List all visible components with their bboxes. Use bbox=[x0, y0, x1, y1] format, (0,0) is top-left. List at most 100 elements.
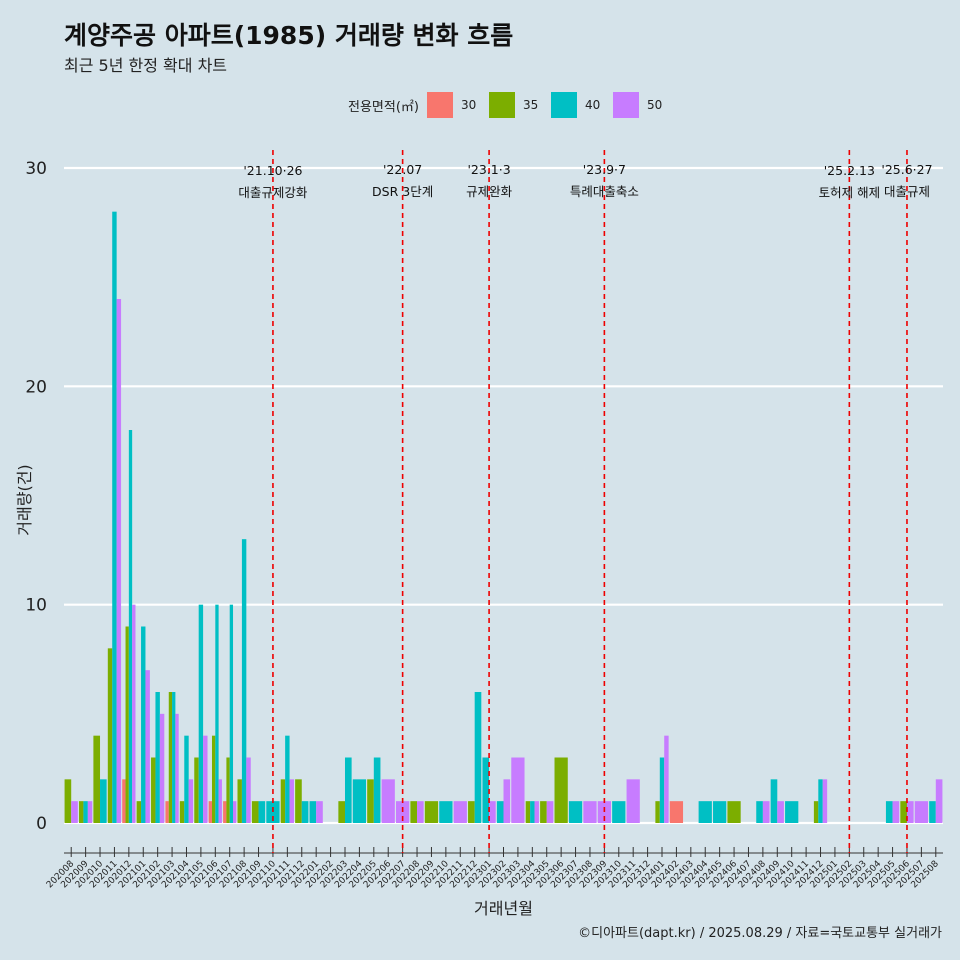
y-axis-title: 거래량(건) bbox=[15, 464, 34, 535]
bar-202305-35 bbox=[540, 801, 547, 823]
bar-202106-30 bbox=[208, 801, 212, 823]
bar-202111-35 bbox=[280, 779, 286, 823]
bar-202212-40 bbox=[474, 692, 482, 823]
legend: 전용면적(㎡) 30 35 40 50 bbox=[348, 92, 675, 118]
legend-item-30: 30 bbox=[426, 92, 483, 118]
bar-202107-40 bbox=[229, 604, 234, 823]
bar-202111-40 bbox=[285, 735, 290, 823]
event-name-label: DSR 3단계 bbox=[372, 184, 433, 199]
bar-202106-40 bbox=[215, 604, 219, 823]
y-tick-label: 10 bbox=[25, 596, 47, 616]
bar-202205-35 bbox=[367, 779, 374, 823]
bar-202302-40 bbox=[496, 801, 504, 823]
legend-swatch-35 bbox=[488, 92, 515, 118]
legend-swatch-40 bbox=[550, 92, 577, 118]
bar-202010-40 bbox=[100, 779, 107, 823]
bar-202108-40 bbox=[241, 539, 247, 823]
bar-202206-50 bbox=[381, 779, 395, 823]
bar-202107-50 bbox=[233, 801, 237, 823]
bar-202104-40 bbox=[184, 735, 189, 823]
event-date-label: '22.07 bbox=[383, 162, 422, 177]
chart-caption: ©디아파트(dapt.kr) / 2025.08.29 / 자료=국토교통부 실… bbox=[578, 926, 942, 941]
legend-item-35: 35 bbox=[488, 92, 545, 118]
event-name-label: 대출규제강화 bbox=[238, 185, 308, 200]
legend-label-50: 50 bbox=[646, 98, 663, 112]
bar-202402-30 bbox=[669, 801, 684, 823]
bar-202203-35 bbox=[338, 801, 345, 823]
bar-202201-40 bbox=[309, 801, 317, 823]
bar-202208-35 bbox=[410, 801, 418, 823]
event-date-label: '23.1·3 bbox=[467, 162, 510, 177]
legend-label-40: 40 bbox=[584, 98, 601, 112]
bar-202106-35 bbox=[211, 735, 216, 823]
legend-item-50: 50 bbox=[612, 92, 669, 118]
bar-202311-50 bbox=[626, 779, 640, 823]
bar-202507-50 bbox=[914, 801, 929, 823]
event-date-label: '25.2.13 bbox=[824, 163, 875, 178]
bar-202105-40 bbox=[198, 604, 204, 823]
bar-202101-35 bbox=[136, 801, 142, 823]
bar-202108-35 bbox=[237, 779, 242, 823]
bar-202410-40 bbox=[785, 801, 799, 823]
bar-202012-30 bbox=[122, 779, 126, 823]
bar-202506-35 bbox=[900, 801, 907, 823]
bar-202102-40 bbox=[155, 692, 160, 823]
bar-202412-50 bbox=[822, 779, 828, 823]
bar-202505-40 bbox=[885, 801, 893, 823]
legend-item-40: 40 bbox=[550, 92, 607, 118]
bar-202301-40 bbox=[482, 757, 490, 823]
bar-202109-35 bbox=[251, 801, 259, 823]
bar-202104-50 bbox=[188, 779, 194, 823]
bar-202106-50 bbox=[218, 779, 222, 823]
event-name-label: 특례대출축소 bbox=[570, 184, 639, 199]
bar-202409-50 bbox=[777, 801, 784, 823]
bar-202306-35 bbox=[554, 757, 568, 823]
bar-202208-50 bbox=[417, 801, 424, 823]
bar-202310-40 bbox=[612, 801, 626, 823]
bar-202401-50 bbox=[664, 735, 669, 823]
event-name-label: 토허제 해제 bbox=[819, 185, 880, 200]
event-date-label: '25.6·27 bbox=[881, 162, 932, 177]
bar-202109-40 bbox=[258, 801, 266, 823]
legend-title: 전용면적(㎡) bbox=[348, 99, 419, 115]
bar-202207-50 bbox=[396, 801, 410, 823]
bar-202307-40 bbox=[568, 801, 583, 823]
bar-202011-50 bbox=[116, 299, 122, 823]
bar-202201-50 bbox=[316, 801, 323, 823]
bar-202508-50 bbox=[935, 779, 943, 823]
bar-202009-40 bbox=[83, 801, 88, 823]
bar-202103-50 bbox=[175, 713, 179, 823]
bar-202204-40 bbox=[352, 779, 367, 823]
event-date-label: '23.9·7 bbox=[583, 162, 626, 177]
bar-202112-40 bbox=[301, 801, 309, 823]
bar-202009-35 bbox=[78, 801, 84, 823]
bar-202105-35 bbox=[194, 757, 199, 823]
bar-202401-35 bbox=[655, 801, 660, 823]
bar-202012-35 bbox=[125, 626, 129, 823]
legend-swatch-50 bbox=[612, 92, 639, 118]
bar-202505-50 bbox=[892, 801, 900, 823]
bar-202308-50 bbox=[583, 801, 597, 823]
bar-202404-40 bbox=[698, 801, 712, 823]
bar-202309-50 bbox=[597, 801, 611, 823]
bar-202406-35 bbox=[727, 801, 741, 823]
bar-202008-50 bbox=[71, 801, 78, 823]
bar-202111-50 bbox=[289, 779, 294, 823]
bar-202108-50 bbox=[246, 757, 251, 823]
bar-202205-40 bbox=[373, 757, 381, 823]
bar-202508-40 bbox=[929, 801, 936, 823]
x-axis-title: 거래년월 bbox=[474, 899, 533, 918]
bar-202305-50 bbox=[546, 801, 554, 823]
bar-202011-40 bbox=[112, 211, 117, 823]
bar-202103-40 bbox=[172, 692, 176, 823]
bar-202412-40 bbox=[818, 779, 823, 823]
bar-202302-50 bbox=[503, 779, 511, 823]
bar-202104-35 bbox=[179, 801, 185, 823]
bar-202303-50 bbox=[511, 757, 525, 823]
bar-202212-35 bbox=[468, 801, 475, 823]
bar-202409-40 bbox=[770, 779, 778, 823]
y-tick-label: 20 bbox=[25, 377, 47, 397]
bar-202110-40 bbox=[266, 801, 280, 823]
bar-202405-40 bbox=[713, 801, 727, 823]
